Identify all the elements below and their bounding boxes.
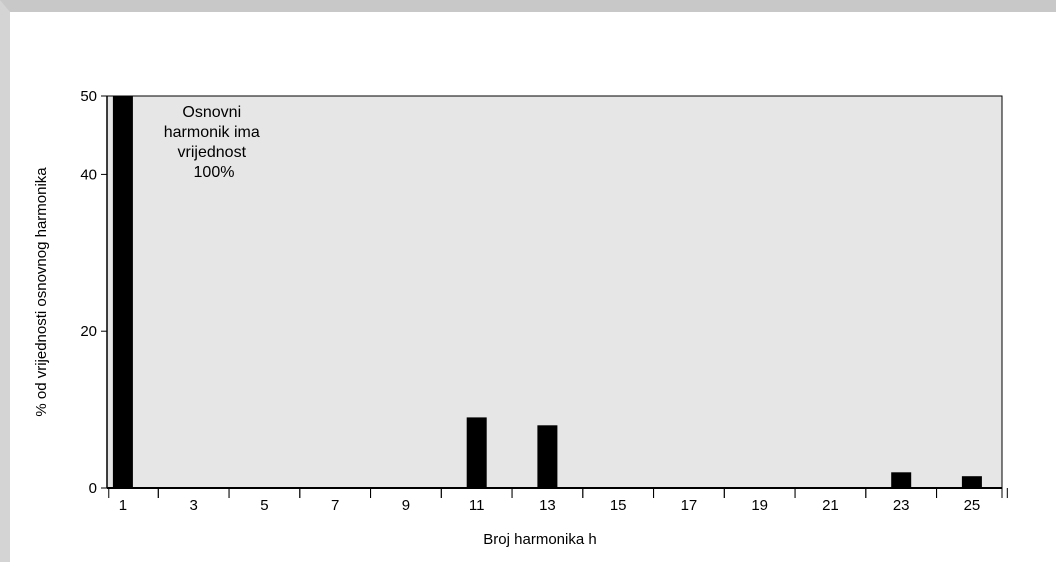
y-axis-label: % od vrijednosti osnovnog harmonika — [33, 167, 50, 417]
y-tick-label-0: 0 — [89, 480, 97, 497]
x-tick-label-1: 1 — [119, 497, 127, 514]
x-tick-label-21: 21 — [822, 497, 839, 514]
y-tick-labels: 0 20 40 50 — [80, 88, 97, 497]
axes-group — [101, 95, 1008, 498]
plot-area — [106, 95, 1003, 489]
x-tick-label-19: 19 — [751, 497, 768, 514]
x-tick-label-7: 7 — [331, 497, 339, 514]
x-tick-label-11: 11 — [469, 497, 485, 514]
bars-group — [112, 96, 982, 488]
x-tick-label-5: 5 — [260, 497, 268, 514]
x-axis-label: Broj harmonika h — [483, 531, 596, 548]
annotation-line-4: 100% — [194, 164, 235, 181]
bar-harmonic-23 — [891, 472, 912, 488]
y-tick-label-20: 20 — [80, 323, 97, 340]
x-tick-label-13: 13 — [539, 497, 556, 514]
fundamental-annotation: Osnovni harmonik ima vrijednost 100% — [164, 104, 264, 181]
bar-harmonic-11 — [466, 417, 487, 488]
annotation-line-3: vrijednost — [178, 144, 247, 161]
x-tick-label-23: 23 — [893, 497, 910, 514]
annotation-line-2: harmonik ima — [164, 124, 260, 141]
bar-harmonic-13 — [537, 425, 558, 488]
bar-harmonic-1 — [112, 96, 133, 488]
x-tick-label-3: 3 — [189, 497, 197, 514]
x-tick-labels: 1 3 5 7 9 11 13 15 17 19 21 23 25 — [119, 497, 981, 514]
y-tick-label-40: 40 — [80, 166, 97, 183]
y-tick-label-50: 50 — [80, 88, 97, 105]
x-tick-label-9: 9 — [402, 497, 410, 514]
annotation-line-1: Osnovni — [182, 104, 241, 121]
x-tick-label-17: 17 — [681, 497, 698, 514]
x-tick-label-15: 15 — [610, 497, 627, 514]
bar-harmonic-25 — [961, 476, 982, 488]
x-tick-label-25: 25 — [964, 497, 981, 514]
